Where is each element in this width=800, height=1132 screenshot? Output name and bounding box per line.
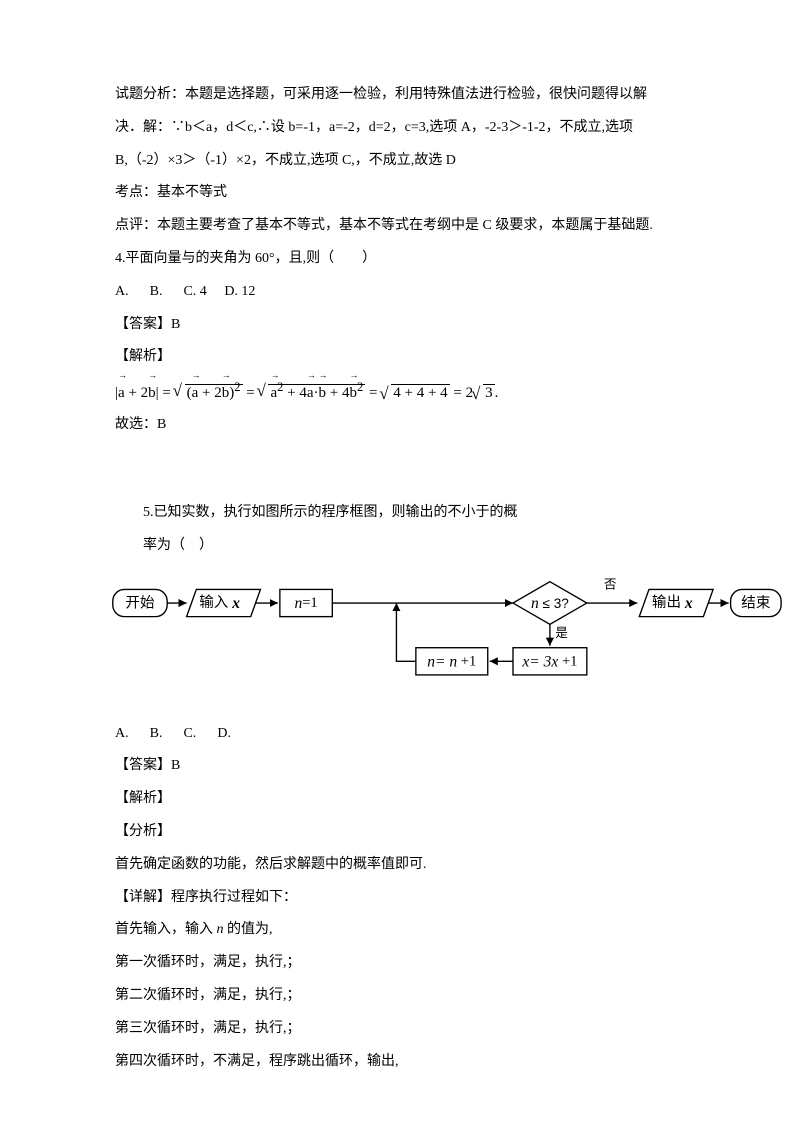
fc-yes: 是 [555, 626, 568, 640]
svg-text:输入 x: 输入 x [199, 594, 240, 611]
q5-loop4: 第四次循环时，不满足，程序跳出循环，输出, [115, 1047, 690, 1078]
svg-text:x= 3x +1: x= 3x +1 [521, 652, 577, 669]
svg-text:n= n +1: n= n +1 [427, 652, 476, 669]
analysis-line-2: 决．解：∵b＜a，d＜c,∴设 b=-1，a=-2，d=2，c=3,选项 A，-… [115, 113, 690, 144]
q5-options: A. B. C. D. [115, 719, 690, 750]
q4-options: A. B. C. 4 D. 12 [115, 277, 690, 308]
spacer [115, 443, 690, 498]
q4-choice: 故选：B [115, 410, 690, 441]
q5-detail-label: 【详解】程序执行过程如下： [115, 883, 690, 914]
opt-d: D. 12 [224, 284, 255, 299]
opt-d: D. [217, 726, 231, 741]
q5-loop3: 第三次循环时，满足，执行,； [115, 1014, 690, 1045]
opt-b: B. [150, 284, 166, 299]
q4-answer: 【答案】B [115, 310, 690, 341]
svg-text:n=1: n=1 [294, 594, 317, 611]
opt-b: B. [150, 726, 166, 741]
q4-stem: 4.平面向量与的夹角为 60°，且,则（ ） [115, 244, 690, 275]
q5-loop1: 第一次循环时，满足，执行,； [115, 948, 690, 979]
topic-line: 考点：基本不等式 [115, 178, 690, 209]
svg-text:n ≤ 3?: n ≤ 3? [531, 594, 569, 611]
q5-analysis-label: 【分析】 [115, 817, 690, 848]
flowchart: 开始 输入 x n=1 n ≤ 3? 否 输出 x 结束 是 x= 3x +1 … [105, 570, 785, 696]
opt-c: C. [183, 726, 199, 741]
fc-end: 结束 [741, 594, 771, 611]
q4-math: |a + 2b| = (a + 2b)2 = a2 + 4a·b + 4b2 =… [115, 375, 690, 408]
svg-text:输出 x: 输出 x [652, 594, 693, 611]
opt-a: A. [115, 284, 132, 299]
comment-line: 点评：本题主要考查了基本不等式，基本不等式在考纲中是 C 级要求，本题属于基础题… [115, 211, 690, 242]
analysis-line-1: 试题分析：本题是选择题，可采用逐一检验，利用特殊值法进行检验，很快问题得以解 [115, 80, 690, 111]
q5-loop2: 第二次循环时，满足，执行,； [115, 981, 690, 1012]
analysis-line-3: B,（-2）×3＞（-1）×2，不成立,选项 C,，不成立,故选 D [115, 146, 690, 177]
fc-no: 否 [604, 577, 617, 591]
q5-stem-1: 5.已知实数，执行如图所示的程序框图，则输出的不小于的概 [115, 498, 690, 529]
q5-stem-2: 率为（ ） [115, 531, 690, 562]
q5-answer: 【答案】B [115, 751, 690, 782]
opt-a: A. [115, 726, 132, 741]
math-suffix: . [495, 385, 499, 401]
opt-c: C. 4 [183, 284, 206, 299]
q4-explain-label: 【解析】 [115, 342, 690, 373]
q5-analysis: 首先确定函数的功能，然后求解题中的概率值即可. [115, 850, 690, 881]
fc-start: 开始 [125, 594, 155, 611]
q5-explain: 【解析】 [115, 784, 690, 815]
q5-step-input: 首先输入，输入 n 的值为, [115, 915, 690, 946]
